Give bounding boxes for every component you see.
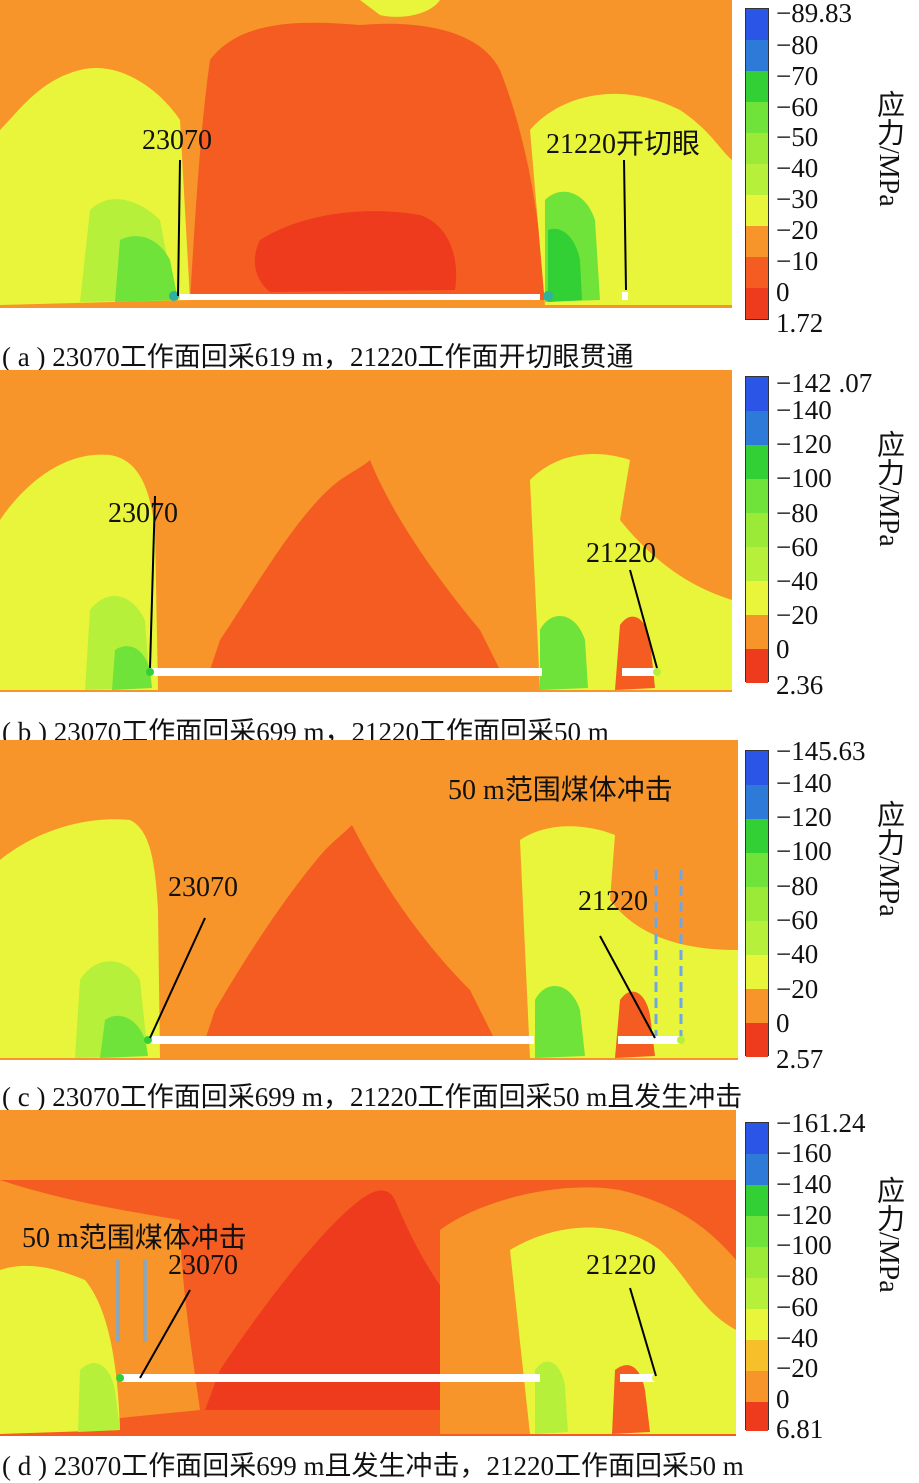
stress-contour-plot-a [0,0,732,308]
colorbar-tick: −60 [776,1292,819,1322]
colorbar-tick: −60 [776,532,819,562]
stress-contour-plot-d [0,1110,736,1436]
panel-a: 23070 21220开切眼 −89.83 −80 −70 −60 −50 −4… [0,0,919,372]
colorbar-tick: −20 [776,600,819,630]
colorbar-tick: −160 [776,1138,832,1168]
colorbar-tick: −142 .07 [776,368,873,398]
colorbar-tick: −40 [776,939,819,969]
colorbar-tick: −120 [776,1200,832,1230]
colorbar-tick: −20 [776,974,819,1004]
colorbar-tick: −100 [776,1230,832,1260]
colorbar-tick: −70 [776,61,819,91]
colorbar-tick: 2.36 [776,670,824,700]
colorbar-tick: −80 [776,871,819,901]
unit-label: 应力/MPa [873,1176,904,1293]
panel-d: 50 m范围煤体冲击 23070 21220 −161.24 −160 −140… [0,1110,919,1482]
colorbar-b [745,376,769,683]
impact-zone-label: 50 m范围煤体冲击 [22,1223,247,1254]
colorbar-tick: 0 [776,1384,790,1414]
colorbar-tick: −80 [776,30,819,60]
caption-a: ( a ) 23070工作面回采619 m，21220工作面开切眼贯通 [2,342,634,372]
face-label-23070: 23070 [168,872,238,903]
colorbar-tick: −100 [776,463,832,493]
colorbar-tick: −40 [776,153,819,183]
colorbar-tick: −100 [776,836,832,866]
colorbar-tick: −140 [776,768,832,798]
unit-label: 应力/MPa [873,430,904,547]
colorbar-tick: −89.83 [776,0,852,28]
unit-label: 应力/MPa [873,800,904,917]
panel-c: 23070 21220 50 m范围煤体冲击 −145.63 −140 −120… [0,736,919,1112]
colorbar-tick: −30 [776,184,819,214]
panel-b: 23070 21220 −142 .07 −140 −120 −100 −80 … [0,368,919,747]
face-label-23070: 23070 [108,498,178,529]
face-label-23070: 23070 [142,125,212,156]
face-label-21220: 21220 [578,886,648,917]
colorbar-tick: −120 [776,429,832,459]
caption-c: ( c ) 23070工作面回采699 m，21220工作面回采50 m且发生冲… [2,1082,743,1112]
colorbar-tick: −145.63 [776,736,866,766]
colorbar-tick: 1.72 [776,308,824,338]
colorbar-tick: −60 [776,905,819,935]
colorbar-d [745,1122,769,1431]
face-label-23070: 23070 [168,1250,238,1281]
face-label-21220: 21220 [586,1250,656,1281]
colorbar-tick: −60 [776,92,819,122]
colorbar-tick: 6.81 [776,1414,824,1444]
colorbar-tick: −20 [776,1353,819,1383]
colorbar-tick: −161.24 [776,1108,866,1138]
face-label-21220: 21220开切眼 [546,129,701,160]
colorbar-tick: −20 [776,215,819,245]
colorbar-tick: −120 [776,802,832,832]
stress-contour-plot-b [0,370,732,692]
colorbar-tick: 0 [776,1008,790,1038]
colorbar-tick: −50 [776,122,819,152]
caption-d: ( d ) 23070工作面回采699 m且发生冲击，21220工作面回采50 … [2,1451,744,1481]
colorbar-tick: −140 [776,1169,832,1199]
colorbar-a [745,8,769,320]
face-label-21220: 21220 [586,538,656,569]
colorbar-tick: 0 [776,277,790,307]
unit-label: 应力/MPa [873,90,904,207]
stress-contour-plot-c [0,740,738,1060]
colorbar-tick: 2.57 [776,1044,824,1074]
colorbar-c [745,750,769,1057]
colorbar-tick: −10 [776,246,819,276]
colorbar-tick: −140 [776,395,832,425]
impact-zone-label: 50 m范围煤体冲击 [448,775,673,806]
colorbar-tick: −40 [776,1323,819,1353]
colorbar-tick: −80 [776,498,819,528]
colorbar-tick: −40 [776,566,819,596]
colorbar-tick: 0 [776,634,790,664]
colorbar-tick: −80 [776,1261,819,1291]
